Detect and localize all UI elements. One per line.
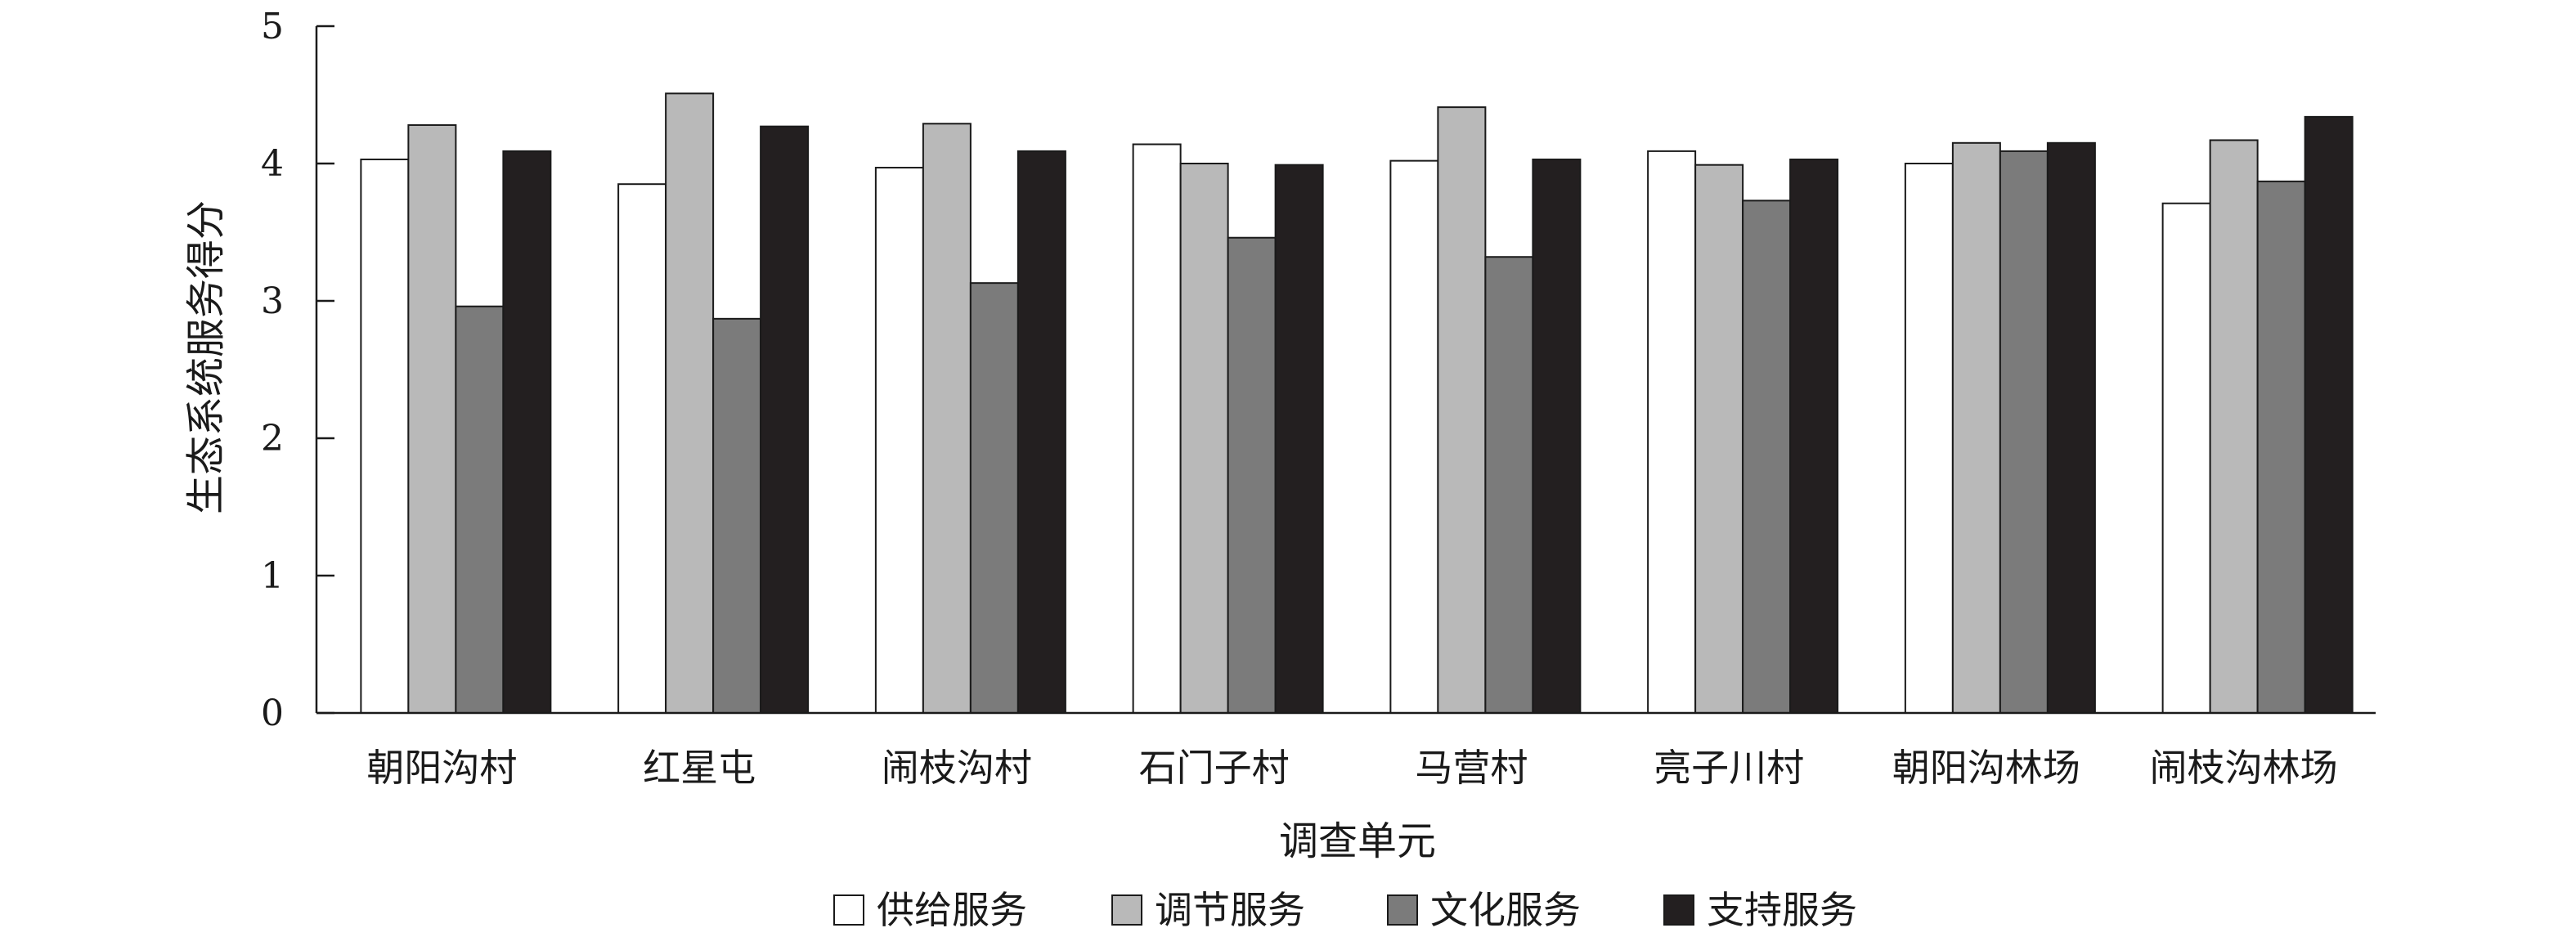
- legend-swatch: [1387, 894, 1418, 926]
- x-tick-label: 马营村: [1415, 746, 1528, 790]
- bar-3-4: [1016, 150, 1066, 714]
- bar-7-3: [1999, 150, 2049, 714]
- y-tick-label: 5: [261, 6, 284, 47]
- bar-8-3: [2256, 180, 2306, 714]
- y-axis-title: 生态系统服务得分: [183, 200, 229, 514]
- bar-6-1: [1647, 150, 1697, 714]
- bar-5-2: [1437, 106, 1487, 714]
- bar-8-4: [2304, 115, 2354, 714]
- bar-5-3: [1484, 256, 1534, 714]
- bar-4-4: [1274, 164, 1324, 714]
- x-tick-label: 红星屯: [643, 746, 756, 790]
- bar-4-1: [1132, 143, 1182, 715]
- bar-8-2: [2209, 139, 2259, 714]
- bar-5-4: [1532, 158, 1582, 714]
- bar-4-3: [1227, 236, 1277, 715]
- x-tick-label: 闹枝沟村: [882, 746, 1032, 790]
- bar-3-2: [922, 123, 972, 714]
- bar-6-4: [1789, 158, 1839, 714]
- plot-area: [360, 92, 2354, 715]
- bar-8-1: [2161, 202, 2211, 715]
- x-tick-label: 闹枝沟林场: [2150, 746, 2338, 790]
- x-tick-label: 朝阳沟林场: [1892, 746, 2080, 790]
- legend-swatch: [1663, 894, 1694, 926]
- legend-swatch: [1111, 894, 1142, 926]
- bar-2-2: [665, 92, 715, 714]
- bar-2-1: [617, 183, 667, 714]
- bar-2-4: [760, 125, 810, 714]
- bar-7-1: [1904, 163, 1954, 714]
- bar-3-3: [969, 282, 1019, 715]
- x-axis: 朝阳沟村 红星屯 闹枝沟村 石门子村 马营村 亮子川村 朝阳沟林场 闹枝沟林场: [316, 711, 2376, 790]
- y-tick-label: 0: [261, 693, 284, 734]
- legend-label: 文化服务: [1430, 888, 1581, 932]
- x-tick-label: 朝阳沟村: [366, 746, 517, 790]
- y-axis: 0 1 2 3 4 5: [261, 6, 334, 734]
- legend-swatch: [833, 894, 864, 926]
- bar-7-4: [2046, 141, 2096, 715]
- bar-1-1: [360, 158, 410, 714]
- bar-2-3: [712, 317, 762, 714]
- y-tick-label: 2: [261, 418, 284, 460]
- bar-4-2: [1179, 163, 1229, 714]
- y-tick-label: 4: [261, 143, 284, 185]
- bar-1-2: [407, 123, 457, 714]
- y-tick-label: 1: [261, 555, 284, 597]
- legend-label: 供给服务: [877, 888, 1027, 932]
- legend: 供给服务 调节服务 文化服务 支持服务: [833, 888, 1857, 932]
- bar-5-1: [1389, 159, 1439, 714]
- bar-6-3: [1742, 200, 1792, 715]
- bar-1-3: [455, 305, 505, 714]
- bar-7-2: [1951, 141, 2001, 715]
- legend-label: 支持服务: [1707, 888, 1857, 932]
- bar-6-2: [1694, 164, 1744, 714]
- bar-1-4: [502, 150, 552, 714]
- x-tick-label: 石门子村: [1139, 746, 1290, 790]
- bar-3-1: [874, 167, 924, 715]
- y-tick-label: 3: [261, 280, 284, 322]
- x-tick-label: 亮子川村: [1654, 746, 1804, 790]
- legend-label: 调节服务: [1155, 888, 1305, 932]
- x-axis-title: 调查单元: [1279, 818, 1436, 864]
